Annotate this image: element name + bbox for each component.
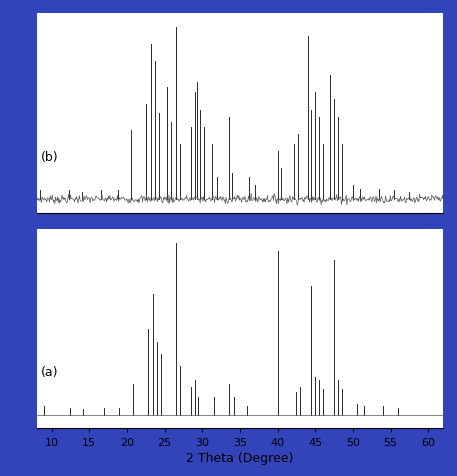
X-axis label: 2 Theta (Degree): 2 Theta (Degree) [186,452,293,465]
Text: (b): (b) [41,150,58,163]
Text: (a): (a) [41,365,58,378]
